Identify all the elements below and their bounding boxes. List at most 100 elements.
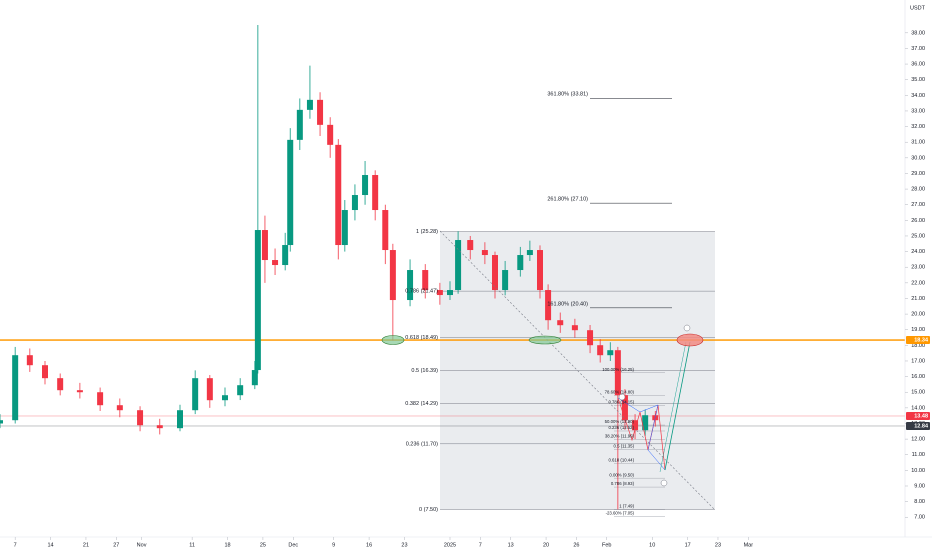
y-tick-label: 15.00	[911, 390, 925, 396]
x-tick-label: 2025	[444, 542, 456, 548]
price-tag-label: 13.48	[914, 413, 928, 419]
candle-body	[362, 175, 369, 196]
y-tick-label: 33.00	[911, 108, 925, 114]
candle-body	[251, 370, 258, 386]
y-tick-label: 18.00	[911, 343, 925, 349]
candle-body	[97, 392, 104, 406]
fib-cluster-label: 100.00% (16.25)	[602, 367, 634, 372]
y-tick-label: 28.00	[911, 187, 925, 193]
candle-body	[261, 230, 268, 261]
y-tick-label: 32.00	[911, 124, 925, 130]
y-tick-label: 22.00	[911, 280, 925, 286]
candle-body	[557, 320, 564, 326]
fib-extension-label: 361.80% (33.81)	[547, 92, 588, 98]
trend-diagonal	[439, 230, 716, 511]
price-tag-label: 12.84	[914, 423, 929, 429]
highlight-ellipse	[381, 335, 405, 345]
candle-body	[571, 325, 578, 331]
y-tick-label: 27.00	[911, 202, 925, 208]
candle-body	[537, 250, 543, 291]
x-tick-label: 13	[508, 542, 514, 548]
candle-body	[621, 395, 628, 421]
candle-body	[642, 415, 649, 431]
fib-cluster-label: 1 (7.49)	[619, 504, 634, 509]
candle-body	[222, 395, 228, 401]
candle-body	[296, 109, 303, 140]
fib-cluster-label: 0.618 (10.44)	[608, 458, 634, 463]
candle-body	[116, 405, 123, 411]
y-tick-label: 10.00	[911, 468, 925, 474]
target-ellipse	[676, 333, 704, 347]
x-tick-label: 16	[366, 542, 372, 548]
y-tick-label: 19.00	[911, 327, 925, 333]
price-tag	[906, 421, 930, 430]
highlight-ellipse	[528, 335, 562, 345]
x-tick-label: Dec	[288, 542, 298, 548]
fib-label: 1 (25.28)	[416, 229, 438, 235]
candle-body	[632, 420, 639, 431]
y-tick-label: 36.00	[911, 62, 925, 68]
candle-body	[526, 250, 533, 256]
candle-body	[137, 410, 144, 426]
candle-body	[492, 255, 498, 291]
fib-label: 0 (7.50)	[419, 507, 438, 513]
candle-body	[481, 250, 488, 256]
fib-extension-label: 261.80% (27.10)	[547, 197, 588, 203]
y-tick-label: 34.00	[911, 93, 925, 99]
candle-body	[382, 210, 389, 251]
candle-body	[407, 270, 414, 301]
fib-cluster-label: 0.5 (11.35)	[614, 443, 635, 448]
y-tick-label: 17.00	[911, 358, 925, 364]
candle-body	[156, 425, 163, 429]
x-tick-label: 25	[260, 542, 266, 548]
y-tick-label: 31.00	[911, 140, 925, 146]
projection-line-2	[659, 341, 687, 473]
price-tag	[906, 411, 930, 420]
x-tick-label: 14	[47, 542, 53, 548]
candle-body	[254, 230, 261, 371]
candle-body	[0, 420, 3, 424]
candle-body	[545, 290, 552, 321]
y-tick-label: 30.00	[911, 155, 925, 161]
fib-cluster-label: 0.236 (12.52)	[608, 425, 634, 430]
x-tick-label: 7	[14, 542, 17, 548]
candle-body	[306, 99, 313, 110]
fib-label: 0.382 (14.29)	[405, 401, 438, 407]
fib-extension-label: 161.80% (20.40)	[547, 301, 588, 307]
fib-label: 0.618 (18.49)	[405, 335, 438, 341]
y-tick-label: 21.00	[911, 296, 925, 302]
x-tick-label: 10	[649, 542, 655, 548]
candle-body	[341, 210, 348, 246]
x-tick-label: Feb	[602, 542, 611, 548]
y-tick-label: 14.00	[911, 405, 925, 411]
candle-body	[447, 290, 453, 296]
fib-label: 0.5 (16.39)	[411, 368, 438, 374]
x-tick-label: 18	[224, 542, 230, 548]
fib-cluster-label: -23.60% (7.05)	[606, 511, 635, 516]
y-tick-label: 29.00	[911, 171, 925, 177]
candle-body	[351, 195, 358, 211]
candle-body	[502, 270, 509, 291]
candle-body	[42, 365, 48, 379]
candle-body	[287, 139, 294, 246]
fib-cluster-label: 38.20% (11.99)	[605, 433, 635, 438]
y-tick-label: 12.00	[911, 437, 925, 443]
candle-body	[76, 390, 83, 393]
y-tick-label: 38.00	[911, 30, 925, 36]
y-tick-label: 7.00	[914, 515, 925, 521]
x-tick-label: 23	[715, 542, 721, 548]
x-tick-label: 21	[83, 542, 89, 548]
candle-body	[587, 330, 594, 346]
candle-body	[455, 240, 462, 291]
candle-body	[192, 378, 199, 411]
candle-body	[327, 124, 334, 145]
fib-cluster-label: 0.786 (14.15)	[608, 400, 634, 405]
candle-body	[272, 260, 279, 266]
y-tick-label: 20.00	[911, 312, 925, 318]
harmonic-pattern-blue	[617, 397, 666, 471]
x-tick-label: 11	[189, 542, 195, 548]
currency-label: USDT	[910, 5, 926, 11]
candle-body	[335, 144, 342, 246]
candle-body	[607, 350, 614, 356]
